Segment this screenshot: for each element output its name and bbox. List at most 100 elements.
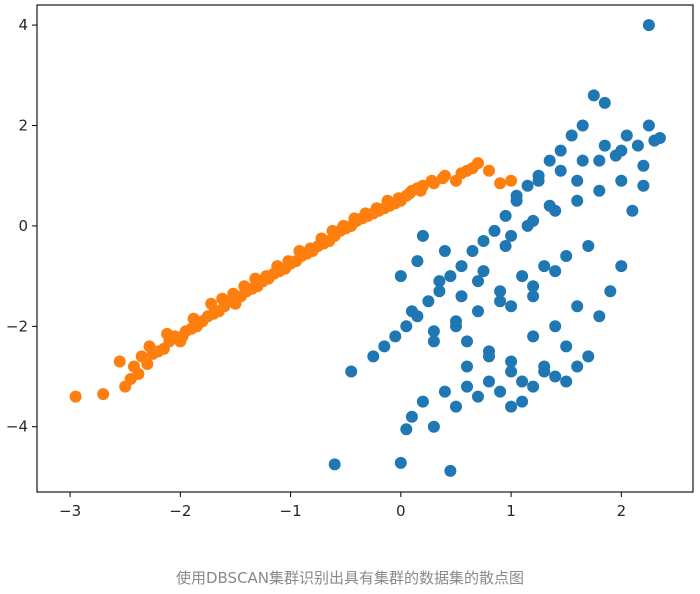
data-point-series-0 bbox=[135, 350, 148, 363]
data-point-series-1 bbox=[405, 410, 418, 423]
data-point-series-1 bbox=[637, 179, 650, 192]
data-point-series-0 bbox=[249, 272, 262, 285]
data-point-series-1 bbox=[653, 132, 666, 144]
data-point-series-0 bbox=[260, 270, 273, 283]
data-point-series-0 bbox=[370, 202, 383, 215]
scatter-chart: −3 −2 −1 0 1 2 4 2 0 −2 −4 bbox=[6, 4, 694, 520]
figure-caption: 使用DBSCAN集群识别出具有集群的数据集的散点图 bbox=[175, 569, 525, 587]
data-point-series-1 bbox=[488, 224, 501, 237]
data-point-series-1 bbox=[560, 340, 573, 353]
data-point-series-1 bbox=[598, 139, 611, 152]
data-point-series-1 bbox=[505, 300, 518, 313]
data-point-series-1 bbox=[444, 464, 457, 477]
data-point-series-1 bbox=[637, 159, 650, 172]
data-point-series-1 bbox=[527, 280, 540, 293]
data-point-series-1 bbox=[494, 285, 507, 298]
data-point-series-1 bbox=[521, 219, 534, 232]
y-tick-label: 4 bbox=[18, 16, 28, 34]
data-point-series-1 bbox=[576, 119, 589, 132]
data-point-series-1 bbox=[571, 360, 584, 373]
data-point-series-1 bbox=[642, 19, 655, 32]
y-tick-label: 0 bbox=[18, 217, 28, 235]
data-point-series-1 bbox=[593, 310, 606, 323]
data-point-series-1 bbox=[466, 245, 479, 257]
data-point-series-0 bbox=[97, 388, 110, 401]
y-tick-label: −4 bbox=[6, 418, 28, 436]
data-point-series-1 bbox=[394, 456, 407, 469]
data-point-series-1 bbox=[571, 300, 584, 313]
data-point-series-1 bbox=[554, 144, 567, 157]
data-point-series-0 bbox=[466, 162, 479, 175]
data-point-series-1 bbox=[472, 305, 484, 318]
data-point-series-0 bbox=[271, 260, 284, 273]
data-point-series-1 bbox=[438, 245, 451, 257]
data-point-series-1 bbox=[400, 320, 413, 333]
data-point-series-1 bbox=[499, 209, 512, 222]
data-point-series-1 bbox=[367, 350, 380, 363]
data-point-series-1 bbox=[582, 240, 595, 252]
data-point-series-1 bbox=[554, 164, 567, 177]
data-point-series-1 bbox=[411, 255, 424, 268]
data-point-series-1 bbox=[427, 420, 440, 433]
data-point-series-0 bbox=[205, 297, 218, 310]
data-point-series-0 bbox=[304, 242, 317, 255]
data-point-series-1 bbox=[527, 330, 540, 343]
x-tick-label: −1 bbox=[280, 502, 302, 520]
data-point-series-1 bbox=[416, 229, 429, 242]
data-point-series-1 bbox=[494, 295, 507, 308]
data-point-series-1 bbox=[438, 385, 451, 398]
data-point-series-1 bbox=[394, 270, 407, 283]
x-tick-label: −3 bbox=[59, 502, 81, 520]
data-point-series-1 bbox=[620, 129, 633, 142]
data-point-series-0 bbox=[216, 292, 229, 305]
data-point-series-1 bbox=[543, 154, 556, 167]
data-point-series-1 bbox=[593, 184, 606, 197]
data-point-series-1 bbox=[615, 260, 628, 273]
data-point-series-1 bbox=[328, 458, 341, 471]
data-point-series-1 bbox=[532, 174, 545, 187]
data-point-series-1 bbox=[450, 320, 462, 333]
data-point-series-1 bbox=[510, 189, 523, 202]
data-point-series-1 bbox=[477, 265, 490, 278]
data-point-series-1 bbox=[472, 275, 484, 288]
data-point-series-0 bbox=[483, 164, 495, 177]
data-point-series-1 bbox=[461, 380, 473, 393]
x-tick-label: 1 bbox=[506, 502, 516, 520]
data-point-series-0 bbox=[293, 245, 306, 257]
data-point-series-1 bbox=[427, 325, 440, 338]
data-point-series-1 bbox=[427, 335, 440, 348]
data-point-series-1 bbox=[450, 400, 462, 413]
data-point-series-0 bbox=[425, 174, 438, 187]
data-point-series-1 bbox=[642, 119, 655, 132]
data-point-series-1 bbox=[527, 290, 540, 303]
data-point-series-0 bbox=[337, 219, 350, 232]
data-point-series-1 bbox=[400, 423, 413, 436]
data-point-series-1 bbox=[543, 199, 556, 212]
data-point-series-1 bbox=[483, 375, 495, 388]
data-point-series-1 bbox=[631, 139, 644, 152]
data-point-series-1 bbox=[433, 275, 446, 288]
data-point-series-1 bbox=[593, 154, 606, 167]
data-point-series-1 bbox=[521, 179, 534, 192]
data-point-series-1 bbox=[549, 265, 562, 278]
data-point-series-1 bbox=[549, 370, 562, 383]
data-point-series-0 bbox=[161, 327, 174, 340]
data-point-series-1 bbox=[461, 360, 473, 373]
x-tick-label: 0 bbox=[396, 502, 406, 520]
data-point-series-1 bbox=[378, 340, 391, 353]
data-point-series-1 bbox=[483, 350, 495, 363]
data-point-series-0 bbox=[403, 187, 416, 200]
data-point-series-0 bbox=[326, 224, 339, 237]
data-point-series-0 bbox=[414, 184, 427, 197]
data-point-series-0 bbox=[128, 360, 140, 373]
scatter-points bbox=[69, 19, 666, 477]
data-point-series-1 bbox=[576, 154, 589, 167]
data-point-series-1 bbox=[549, 320, 562, 333]
data-point-series-1 bbox=[389, 330, 402, 343]
data-point-series-0 bbox=[113, 355, 126, 368]
data-point-series-1 bbox=[626, 204, 639, 217]
y-tick-label: 2 bbox=[18, 116, 28, 134]
data-point-series-1 bbox=[516, 270, 529, 283]
data-point-series-1 bbox=[505, 400, 518, 413]
data-point-series-0 bbox=[359, 207, 372, 220]
